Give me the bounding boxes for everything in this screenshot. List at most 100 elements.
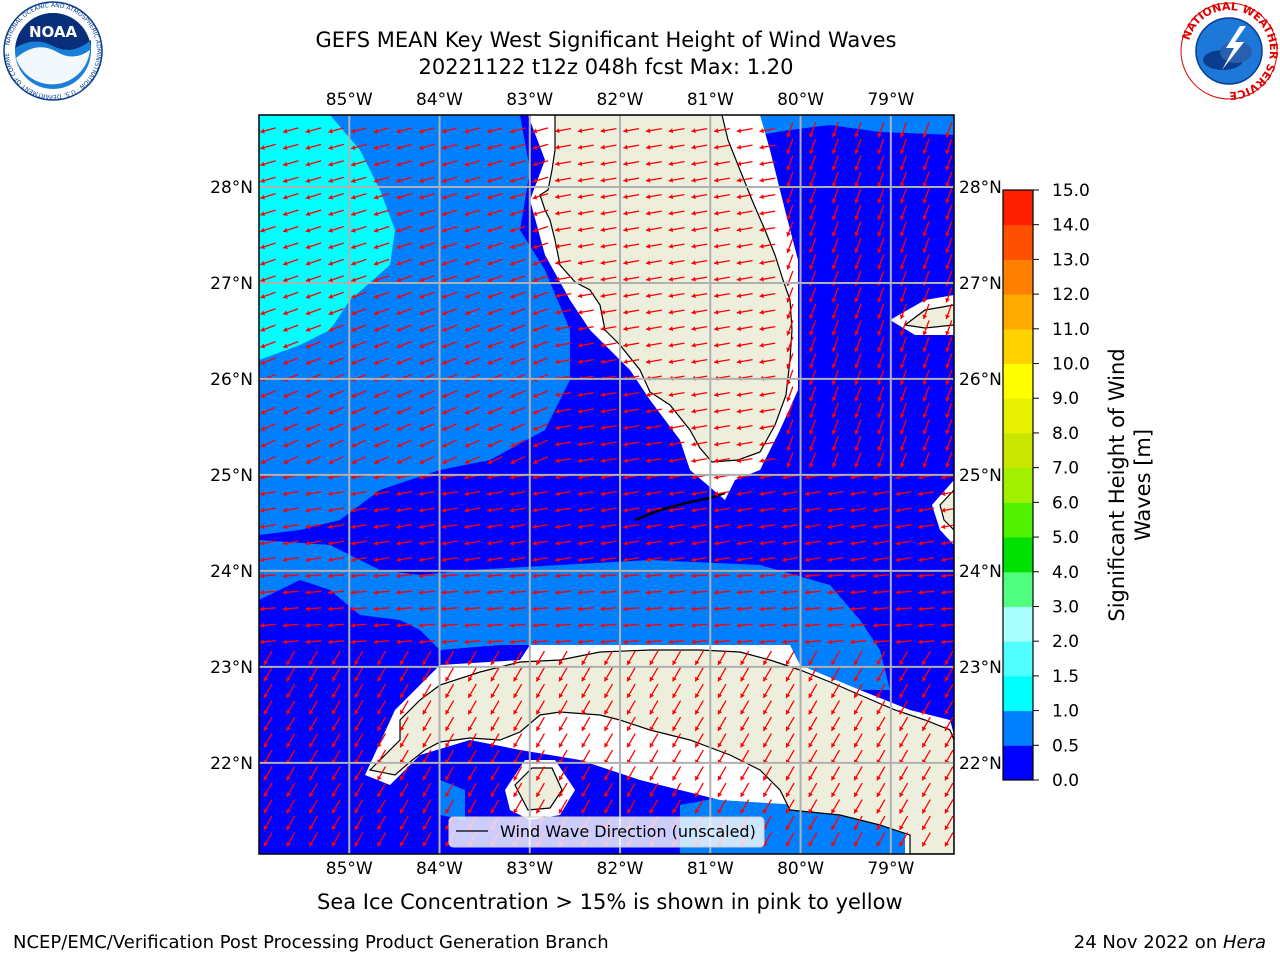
- wave-direction-arrow: [877, 287, 885, 303]
- wave-direction-arrow: [645, 391, 662, 398]
- wave-direction-arrow: [830, 683, 841, 699]
- wave-direction-arrow: [305, 258, 322, 266]
- colorbar-segment: [1003, 502, 1033, 538]
- wave-height-region-max: [259, 115, 395, 360]
- wave-direction-arrow: [736, 259, 753, 266]
- wave-direction-arrow: [809, 138, 817, 155]
- wave-direction-arrow: [921, 782, 931, 798]
- wave-direction-arrow: [441, 308, 458, 316]
- wave-direction-arrow: [263, 733, 273, 748]
- wave-direction-arrow: [308, 815, 318, 831]
- wave-direction-arrow: [717, 716, 727, 732]
- wave-direction-arrow: [396, 556, 413, 563]
- wave-direction-arrow: [831, 320, 839, 336]
- wave-direction-arrow: [532, 242, 549, 250]
- wave-direction-arrow: [945, 369, 953, 386]
- wave-direction-arrow: [603, 667, 614, 682]
- wave-direction-arrow: [600, 292, 617, 299]
- wave-direction-arrow: [532, 390, 549, 398]
- wave-direction-arrow: [876, 782, 886, 798]
- wave-direction-arrow: [809, 122, 817, 138]
- wave-direction-arrow: [282, 639, 299, 645]
- wave-direction-arrow: [308, 782, 318, 798]
- wave-direction-arrow: [305, 622, 322, 628]
- wave-direction-arrow: [441, 209, 458, 217]
- wave-direction-arrow: [830, 716, 841, 732]
- wave-direction-arrow: [260, 291, 276, 299]
- wave-direction-arrow: [577, 226, 594, 233]
- wave-direction-arrow: [600, 606, 617, 612]
- wave-direction-arrow: [441, 606, 458, 612]
- wave-direction-arrow: [441, 622, 458, 628]
- wave-direction-arrow: [581, 716, 591, 732]
- wave-direction-arrow: [850, 507, 867, 513]
- wave-direction-arrow: [895, 507, 912, 513]
- wave-direction-arrow: [487, 456, 503, 464]
- wave-direction-arrow: [877, 369, 885, 386]
- wave-direction-arrow: [808, 782, 818, 798]
- wave-direction-arrow: [831, 303, 839, 320]
- wave-direction-arrow: [487, 275, 503, 283]
- wave-direction-arrow: [809, 287, 817, 303]
- wave-direction-arrow: [809, 369, 817, 386]
- wave-direction-arrow: [899, 221, 907, 237]
- wave-direction-arrow: [831, 369, 839, 386]
- wave-direction-arrow: [577, 309, 594, 315]
- wave-direction-arrow: [713, 606, 731, 612]
- wave-direction-arrow: [854, 287, 862, 303]
- wave-direction-arrow: [691, 457, 708, 464]
- wave-direction-arrow: [577, 342, 594, 348]
- wave-direction-arrow: [645, 540, 662, 546]
- wave-direction-arrow: [899, 369, 907, 386]
- wave-direction-arrow: [809, 155, 817, 171]
- wave-direction-arrow: [419, 406, 435, 415]
- wave-direction-arrow: [872, 540, 889, 546]
- wave-direction-arrow: [263, 782, 273, 798]
- wave-direction-arrow: [717, 782, 727, 798]
- wave-direction-arrow: [691, 573, 708, 579]
- wave-direction-arrow: [850, 622, 867, 628]
- wave-direction-arrow: [600, 210, 617, 216]
- wave-direction-arrow: [899, 716, 909, 732]
- wave-direction-arrow: [441, 540, 458, 546]
- wave-direction-arrow: [603, 782, 614, 798]
- wave-direction-arrow: [286, 650, 296, 666]
- wave-direction-arrow: [373, 439, 390, 448]
- wave-direction-arrow: [396, 423, 412, 431]
- wave-direction-arrow: [490, 700, 500, 715]
- wave-direction-arrow: [782, 589, 799, 595]
- wave-direction-arrow: [827, 540, 844, 546]
- wave-direction-arrow: [600, 441, 617, 447]
- wave-direction-arrow: [445, 700, 455, 715]
- wave-direction-arrow: [717, 733, 727, 748]
- wave-direction-arrow: [899, 188, 907, 204]
- colorbar-tick-label: 3.0: [1052, 597, 1079, 617]
- wave-direction-arrow: [422, 782, 432, 798]
- wave-direction-arrow: [759, 556, 776, 563]
- wave-direction-arrow: [577, 556, 594, 563]
- wave-direction-arrow: [831, 237, 839, 254]
- wave-direction-arrow: [396, 439, 412, 448]
- wave-direction-arrow: [328, 258, 344, 266]
- wave-direction-arrow: [373, 324, 390, 332]
- wave-direction-arrow: [555, 210, 572, 216]
- wave-direction-arrow: [714, 193, 730, 200]
- wave-direction-arrow: [441, 127, 458, 134]
- wave-direction-arrow: [305, 176, 322, 184]
- wave-direction-arrow: [714, 523, 730, 530]
- wave-direction-arrow: [854, 336, 862, 353]
- wave-direction-arrow: [645, 556, 662, 563]
- wave-direction-arrow: [899, 336, 907, 353]
- wave-direction-arrow: [827, 556, 844, 563]
- wave-direction-arrow: [354, 766, 364, 781]
- wave-direction-arrow: [645, 259, 662, 266]
- wave-direction-arrow: [736, 507, 753, 513]
- wave-direction-arrow: [351, 308, 367, 316]
- wave-direction-arrow: [714, 259, 730, 266]
- wave-direction-arrow: [305, 390, 322, 398]
- wave-direction-arrow: [373, 225, 390, 233]
- wave-direction-arrow: [419, 456, 435, 464]
- wave-direction-arrow: [555, 424, 572, 431]
- wave-direction-arrow: [945, 402, 953, 419]
- wave-direction-arrow: [441, 357, 458, 365]
